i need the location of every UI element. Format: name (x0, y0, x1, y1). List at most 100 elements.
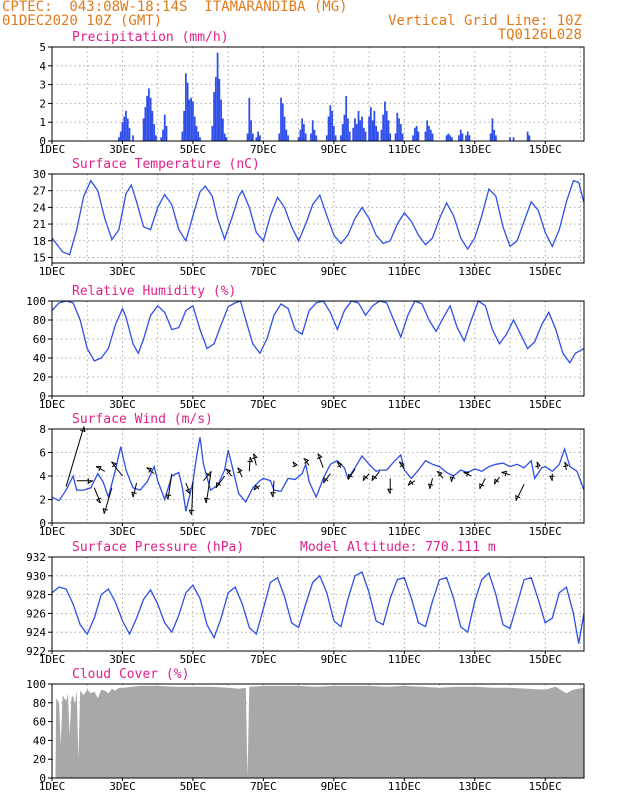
y-tick-label: 60 (33, 716, 46, 729)
chart-title: Surface Pressure (hPa) (72, 540, 244, 555)
wind-arrow (323, 473, 331, 484)
precip-bar (125, 110, 127, 141)
x-tick-label: 5DEC (180, 143, 207, 156)
x-tick-label: 13DEC (458, 525, 491, 538)
wind-arrow-head (493, 478, 500, 485)
y-tick-label: 5 (39, 41, 46, 54)
precip-bar (193, 116, 196, 141)
wind-arrow-head (427, 483, 434, 490)
header-model-code: TQ0126L028 (497, 27, 582, 43)
precip-bar (426, 120, 429, 141)
x-tick-label: 11DEC (388, 780, 421, 793)
x-tick-label: 3DEC (109, 653, 136, 666)
precip-bar (199, 137, 201, 141)
wind-arrow (536, 461, 539, 470)
wind-arrow (371, 470, 381, 482)
y-tick-label: 0 (39, 390, 46, 403)
precip-bar (183, 110, 185, 141)
wind-arrow-head (437, 470, 443, 477)
x-tick-label: 5DEC (180, 265, 207, 278)
precip-bar (459, 129, 462, 141)
x-tick-label: 13DEC (458, 653, 491, 666)
wind-arrow-head (95, 497, 102, 504)
precip-bar (119, 131, 122, 141)
precip-bar (165, 125, 168, 141)
y-tick-label: 20 (33, 371, 46, 384)
precip-bar (491, 118, 494, 141)
precip-bar (509, 137, 511, 141)
wind-arrow (336, 461, 342, 469)
precip-bar (417, 131, 420, 141)
series-line (51, 571, 585, 644)
y-tick-label: 2 (39, 97, 46, 110)
precip-bar (155, 135, 157, 141)
precip-bar (163, 114, 166, 141)
wind-arrow-head (386, 488, 393, 494)
precip-bar (466, 131, 469, 141)
precip-bar (334, 135, 337, 141)
x-tick-label: 13DEC (458, 398, 491, 411)
chart-title: Precipitation (mm/h) (72, 30, 229, 45)
wind-arrow (93, 487, 102, 504)
chart-title: Surface Wind (m/s) (72, 412, 213, 427)
precip-bar (132, 135, 134, 141)
x-tick-label: 11DEC (388, 265, 421, 278)
x-tick-label: 7DEC (250, 525, 277, 538)
precip-bar (399, 124, 402, 141)
wind-arrow (272, 480, 275, 498)
x-tick-label: 15DEC (529, 525, 562, 538)
x-tick-label: 5DEC (180, 398, 207, 411)
panel-frame (51, 300, 585, 397)
precip-bar (153, 124, 156, 141)
x-tick-label: 7DEC (250, 143, 277, 156)
precip-bar (285, 129, 288, 141)
precip-bar (301, 118, 304, 141)
wind-arrow-head (87, 478, 93, 484)
precip-bar (188, 99, 191, 141)
x-tick-label: 11DEC (388, 398, 421, 411)
precip-bar (151, 110, 154, 141)
precip-bar (287, 135, 289, 141)
precip-bar (303, 124, 305, 141)
precip-bar (329, 105, 332, 141)
wind-arrow (185, 482, 191, 494)
y-tick-label: 80 (33, 314, 46, 327)
wind-arrow (429, 478, 433, 490)
precip-bar (216, 52, 219, 141)
wind-arrow (479, 478, 486, 490)
precip-bar (197, 131, 200, 141)
precip-bar (258, 135, 261, 141)
precip-bar (352, 127, 355, 141)
precip-bar (185, 73, 187, 141)
x-tick-label: 7DEC (250, 398, 277, 411)
precip-bar (149, 97, 152, 141)
wind-arrow (515, 484, 525, 501)
x-tick-label: 1DEC (39, 653, 66, 666)
x-tick-label: 7DEC (250, 653, 277, 666)
wind-arrow-head (165, 494, 172, 500)
wind-arrow-head (270, 492, 276, 498)
x-tick-label: 3DEC (109, 265, 136, 278)
x-tick-label: 13DEC (458, 143, 491, 156)
precip-bar (373, 110, 376, 141)
y-tick-label: 928 (26, 589, 46, 602)
y-tick-label: 80 (33, 697, 46, 710)
wind-arrow (203, 470, 212, 482)
header-station: CPTEC: 043:08W-18:14S ITAMARANDIBA (MG) (2, 0, 348, 15)
y-tick-label: 18 (33, 235, 46, 248)
precip-bar (283, 116, 286, 141)
wind-arrow (191, 481, 194, 515)
y-tick-label: 20 (33, 753, 46, 766)
precip-bar (313, 129, 316, 141)
y-tick-label: 27 (33, 185, 46, 198)
wind-arrow-head (347, 473, 353, 480)
precip-bar (332, 125, 335, 141)
y-tick-label: 30 (33, 168, 46, 181)
wind-arrow (132, 482, 138, 498)
precip-bar (162, 129, 164, 141)
precip-bar (213, 92, 215, 141)
x-tick-label: 1DEC (39, 265, 66, 278)
precip-bar (347, 118, 349, 141)
y-tick-label: 924 (26, 626, 46, 639)
wind-arrow-head (549, 475, 555, 481)
